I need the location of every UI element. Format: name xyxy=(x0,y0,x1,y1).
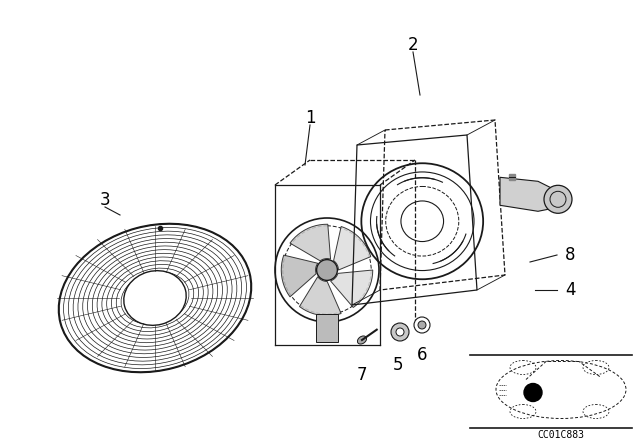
Text: 6: 6 xyxy=(417,346,428,364)
Circle shape xyxy=(544,185,572,213)
Polygon shape xyxy=(316,314,338,342)
Text: 5: 5 xyxy=(393,356,403,374)
Circle shape xyxy=(396,328,404,336)
Text: 7: 7 xyxy=(356,366,367,384)
Text: 3: 3 xyxy=(100,191,110,209)
Polygon shape xyxy=(330,270,372,307)
Polygon shape xyxy=(281,255,318,297)
Ellipse shape xyxy=(124,271,186,325)
Polygon shape xyxy=(300,277,341,316)
Circle shape xyxy=(317,259,337,280)
Text: 8: 8 xyxy=(564,246,575,264)
Polygon shape xyxy=(500,177,558,211)
Text: 4: 4 xyxy=(564,281,575,299)
Text: CC01C883: CC01C883 xyxy=(538,430,584,440)
Ellipse shape xyxy=(357,336,367,344)
Polygon shape xyxy=(290,224,331,261)
Text: 2: 2 xyxy=(408,36,419,54)
Text: 1: 1 xyxy=(305,109,316,127)
Circle shape xyxy=(524,383,542,401)
Polygon shape xyxy=(333,227,371,270)
Circle shape xyxy=(418,321,426,329)
Circle shape xyxy=(391,323,409,341)
